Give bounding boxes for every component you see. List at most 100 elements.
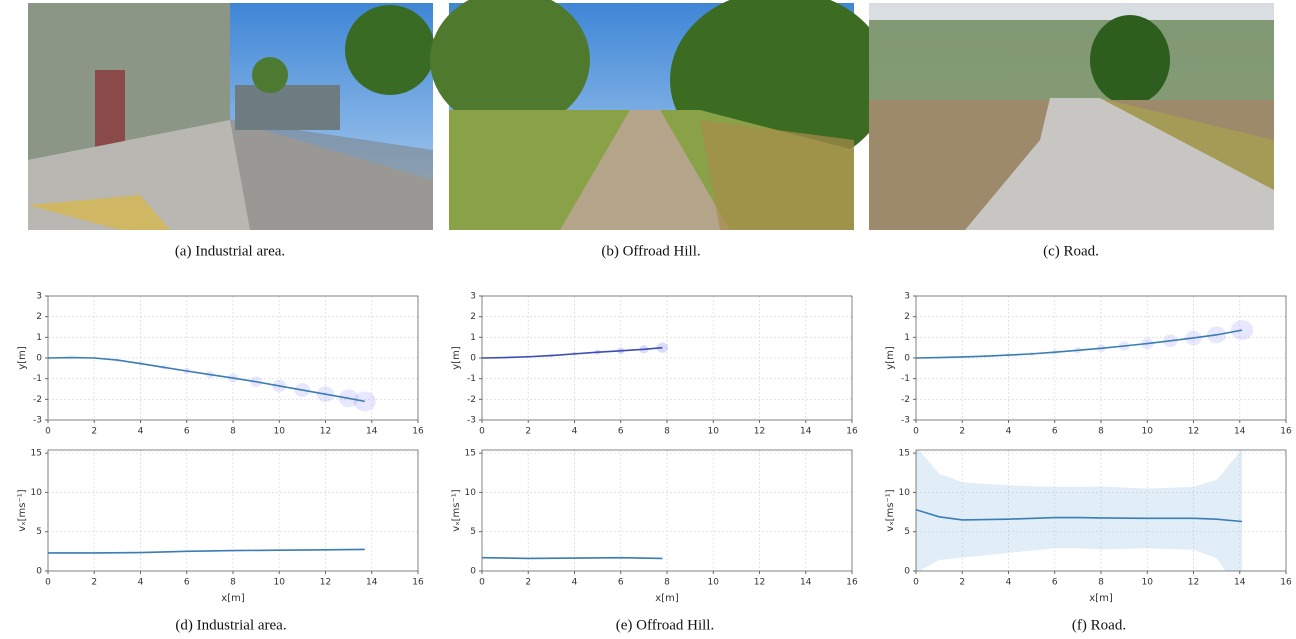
- photo-industrial: [28, 3, 435, 230]
- uncertainty-band: [916, 447, 939, 573]
- x-tick-label: 14: [366, 578, 378, 588]
- x-tick-label: 6: [184, 427, 190, 437]
- x-tick-label: 14: [1234, 578, 1246, 588]
- y-tick-label: 0: [470, 354, 476, 364]
- chart-caption: (d) Industrial area.: [175, 617, 286, 633]
- x-tick-label: 12: [754, 427, 765, 437]
- x-axis-label: x[m]: [655, 593, 679, 604]
- x-tick-label: 8: [230, 578, 236, 588]
- x-tick-label: 6: [618, 578, 624, 588]
- y-tick-label: 3: [470, 292, 476, 302]
- y-tick-label: -2: [467, 395, 476, 405]
- y-tick-label: -2: [33, 395, 42, 405]
- y-tick-label: -1: [467, 374, 476, 384]
- y-tick-label: -2: [901, 395, 910, 405]
- y-axis-label: vₓ[ms⁻¹]: [17, 489, 28, 531]
- x-tick-label: 2: [91, 578, 97, 588]
- photo-offroad: [430, 0, 890, 230]
- x-tick-label: 0: [479, 578, 485, 588]
- y-tick-label: -3: [467, 416, 476, 426]
- y-tick-label: 3: [904, 292, 910, 302]
- x-tick-label: 6: [1052, 427, 1058, 437]
- chart-caption: (e) Offroad Hill.: [616, 617, 714, 633]
- x-tick-label: 0: [913, 578, 919, 588]
- y-tick-label: -1: [901, 374, 910, 384]
- y-tick-label: -3: [901, 416, 910, 426]
- x-tick-label: 14: [1234, 427, 1246, 437]
- x-tick-label: 10: [274, 427, 286, 437]
- y-tick-label: 0: [36, 354, 42, 364]
- page: (a) Industrial area. (b) Offroad Hill. (c)…: [0, 0, 1296, 639]
- y-axis-label: y[m]: [451, 346, 462, 370]
- y-tick-label: 15: [31, 449, 42, 459]
- y-tick-label: 10: [465, 488, 477, 498]
- y-axis-label: vₓ[ms⁻¹]: [885, 489, 896, 531]
- x-tick-label: 16: [412, 578, 424, 588]
- x-tick-label: 4: [1006, 578, 1012, 588]
- x-tick-label: 12: [320, 578, 331, 588]
- x-tick-label: 4: [572, 578, 578, 588]
- x-tick-label: 10: [1142, 578, 1154, 588]
- x-tick-label: 4: [138, 427, 144, 437]
- x-tick-label: 16: [846, 578, 858, 588]
- y-tick-label: 2: [904, 312, 910, 322]
- y-tick-label: 10: [899, 488, 911, 498]
- x-tick-label: 8: [1098, 427, 1104, 437]
- x-tick-label: 16: [412, 427, 424, 437]
- y-tick-label: 0: [904, 354, 910, 364]
- x-tick-label: 0: [913, 427, 919, 437]
- y-tick-label: 5: [36, 527, 42, 537]
- x-tick-label: 0: [45, 578, 51, 588]
- y-tick-label: 2: [36, 312, 42, 322]
- x-tick-label: 2: [91, 427, 97, 437]
- x-tick-label: 8: [1098, 578, 1104, 588]
- y-tick-label: 1: [470, 333, 476, 343]
- x-tick-label: 10: [274, 578, 286, 588]
- x-tick-label: 8: [230, 427, 236, 437]
- x-tick-label: 12: [754, 578, 765, 588]
- y-tick-label: 0: [904, 567, 910, 577]
- x-tick-label: 16: [1280, 427, 1292, 437]
- y-tick-label: 3: [36, 292, 42, 302]
- y-axis-label: y[m]: [17, 346, 28, 370]
- x-tick-label: 10: [1142, 427, 1154, 437]
- x-tick-label: 2: [525, 427, 531, 437]
- line: [48, 549, 365, 553]
- x-tick-label: 16: [846, 427, 858, 437]
- plot-area: [48, 549, 365, 554]
- y-tick-label: 1: [36, 333, 42, 343]
- line: [482, 348, 662, 358]
- x-tick-label: 14: [800, 427, 812, 437]
- plot-area: [915, 320, 1253, 359]
- x-tick-label: 6: [1052, 578, 1058, 588]
- x-tick-label: 12: [1188, 578, 1199, 588]
- photo-caption: (a) Industrial area.: [175, 243, 285, 259]
- photo-caption: (b) Offroad Hill.: [601, 243, 700, 259]
- y-tick-label: 5: [470, 527, 476, 537]
- y-tick-label: -1: [33, 374, 42, 384]
- y-tick-label: 0: [470, 567, 476, 577]
- x-axis-label: x[m]: [221, 593, 245, 604]
- x-tick-label: 6: [184, 578, 190, 588]
- x-tick-label: 4: [138, 578, 144, 588]
- y-tick-label: 15: [465, 449, 476, 459]
- x-tick-label: 14: [366, 427, 378, 437]
- x-tick-label: 2: [959, 427, 965, 437]
- x-tick-label: 4: [572, 427, 578, 437]
- photo-caption: (c) Road.: [1043, 243, 1099, 259]
- chart-caption: (f) Road.: [1072, 617, 1126, 633]
- x-tick-label: 12: [320, 427, 331, 437]
- y-axis-label: vₓ[ms⁻¹]: [451, 489, 462, 531]
- x-tick-label: 16: [1280, 578, 1292, 588]
- y-tick-label: 1: [904, 333, 910, 343]
- x-tick-label: 8: [664, 427, 670, 437]
- x-tick-label: 0: [479, 427, 485, 437]
- y-tick-label: 5: [904, 527, 910, 537]
- y-tick-label: 15: [899, 449, 910, 459]
- x-tick-label: 14: [800, 578, 812, 588]
- x-tick-label: 2: [525, 578, 531, 588]
- y-tick-label: 2: [470, 312, 476, 322]
- x-tick-label: 8: [664, 578, 670, 588]
- photo-road: [869, 3, 1274, 230]
- x-tick-label: 2: [959, 578, 965, 588]
